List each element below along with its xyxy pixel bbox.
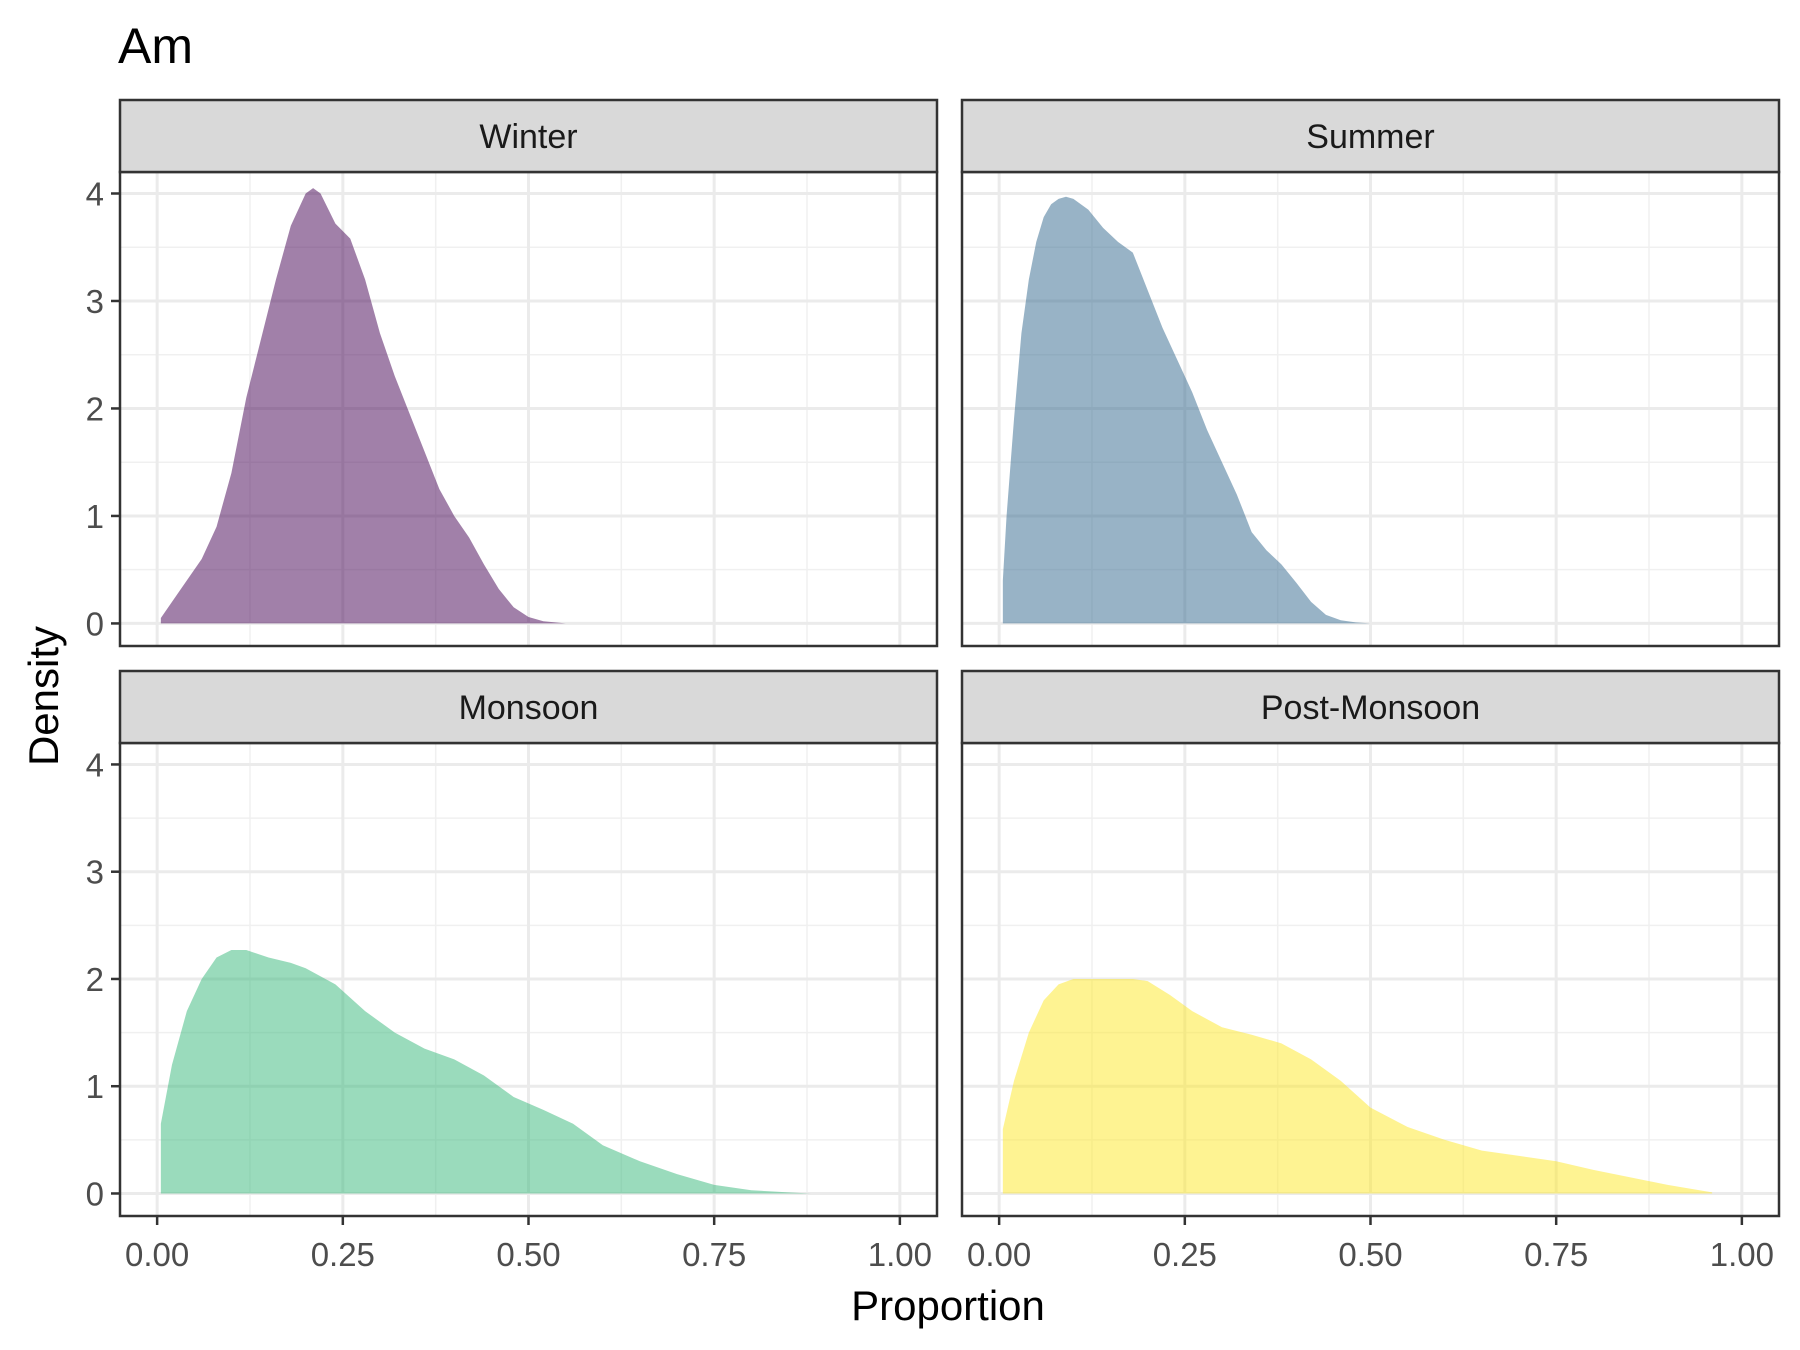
facet-strip [118, 98, 939, 174]
facet-panel-monsoon: Monsoon 0 1 2 3 4 0.00 0.25 0.50 0.75 1.00 [86, 669, 939, 1273]
y-tick-label: 2 [86, 961, 104, 998]
density-area [1002, 978, 1713, 1194]
y-axis-title: Density [20, 626, 67, 766]
y-tick-label: 1 [86, 1068, 104, 1105]
y-tick-label: 3 [86, 854, 104, 891]
facet-strip [960, 669, 1781, 745]
y-tick-label: 0 [86, 1175, 104, 1212]
y-tick-label: 1 [86, 498, 104, 535]
x-tick-label: 0.75 [1524, 1236, 1588, 1273]
y-tick-label: 3 [86, 283, 104, 320]
y-tick-label: 2 [86, 390, 104, 427]
density-area [160, 950, 811, 1194]
facet-strip-label: Post-Monsoon [1261, 689, 1480, 727]
facet-strip [960, 98, 1781, 174]
y-tick-label: 4 [86, 175, 104, 212]
y-tick-label: 4 [86, 746, 104, 783]
facet-panels: Winter 0 1 2 3 4 Summer Monsoon 0 1 2 3 4 0.00 0.25 0.5… [86, 98, 1781, 1273]
density-area [1002, 196, 1371, 624]
x-tick-label: 0.00 [125, 1236, 189, 1273]
facet-strip [118, 669, 939, 745]
x-tick-label: 0.00 [967, 1236, 1031, 1273]
facet-panel-post-monsoon: Post-Monsoon 0.00 0.25 0.50 0.75 1.00 [960, 669, 1781, 1273]
x-tick-label: 0.25 [311, 1236, 375, 1273]
x-tick-label: 1.00 [1710, 1236, 1774, 1273]
facet-panel-summer: Summer [960, 98, 1781, 648]
y-tick-label: 0 [86, 605, 104, 642]
density-area [160, 188, 566, 624]
facet-panel-winter: Winter 0 1 2 3 4 [86, 98, 939, 648]
x-tick-label: 1.00 [868, 1236, 932, 1273]
facet-strip-label: Summer [1306, 118, 1434, 156]
facet-strip-label: Winter [479, 118, 577, 156]
x-tick-label: 0.50 [496, 1236, 560, 1273]
x-tick-label: 0.75 [682, 1236, 746, 1273]
facet-strip-label: Monsoon [459, 689, 599, 727]
x-axis-title: Proportion [851, 1282, 1045, 1329]
x-tick-label: 0.50 [1338, 1236, 1402, 1273]
x-tick-label: 0.25 [1153, 1236, 1217, 1273]
chart-title: Am [118, 18, 193, 74]
